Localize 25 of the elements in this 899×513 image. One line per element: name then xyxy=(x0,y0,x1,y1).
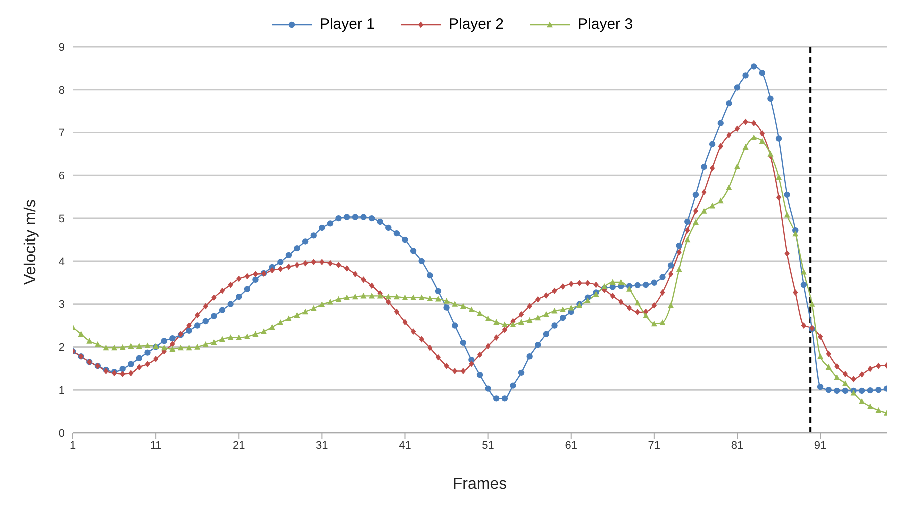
y-axis-title: Velocity m/s xyxy=(22,200,40,285)
x-tick-label: 91 xyxy=(814,440,827,452)
y-tick-label: 1 xyxy=(58,385,65,398)
x-tick-label: 41 xyxy=(399,440,412,452)
x-tick-label: 31 xyxy=(316,440,328,452)
y-tick-label: 2 xyxy=(58,342,65,354)
y-tick-label: 9 xyxy=(58,42,65,54)
y-tick-label: 7 xyxy=(58,128,65,140)
legend-label: Player 3 xyxy=(578,16,634,33)
x-tick-label: 81 xyxy=(731,440,744,452)
y-tick-label: 4 xyxy=(58,256,65,268)
y-tick-label: 5 xyxy=(58,213,65,226)
x-tick-label: 1 xyxy=(70,440,76,452)
x-tick-label: 21 xyxy=(232,440,246,452)
legend-label: Player 2 xyxy=(448,16,504,33)
x-tick-label: 11 xyxy=(150,440,162,452)
x-tick-label: 71 xyxy=(648,440,661,452)
x-tick-label: 51 xyxy=(482,440,494,452)
y-tick-label: 0 xyxy=(58,428,65,440)
x-axis-title: Frames xyxy=(452,476,508,493)
y-tick-label: 3 xyxy=(58,299,65,312)
x-tick-label: 61 xyxy=(565,440,578,452)
legend-label: Player 1 xyxy=(320,16,375,33)
y-tick-label: 6 xyxy=(58,170,65,183)
y-tick-label: 8 xyxy=(58,84,65,97)
